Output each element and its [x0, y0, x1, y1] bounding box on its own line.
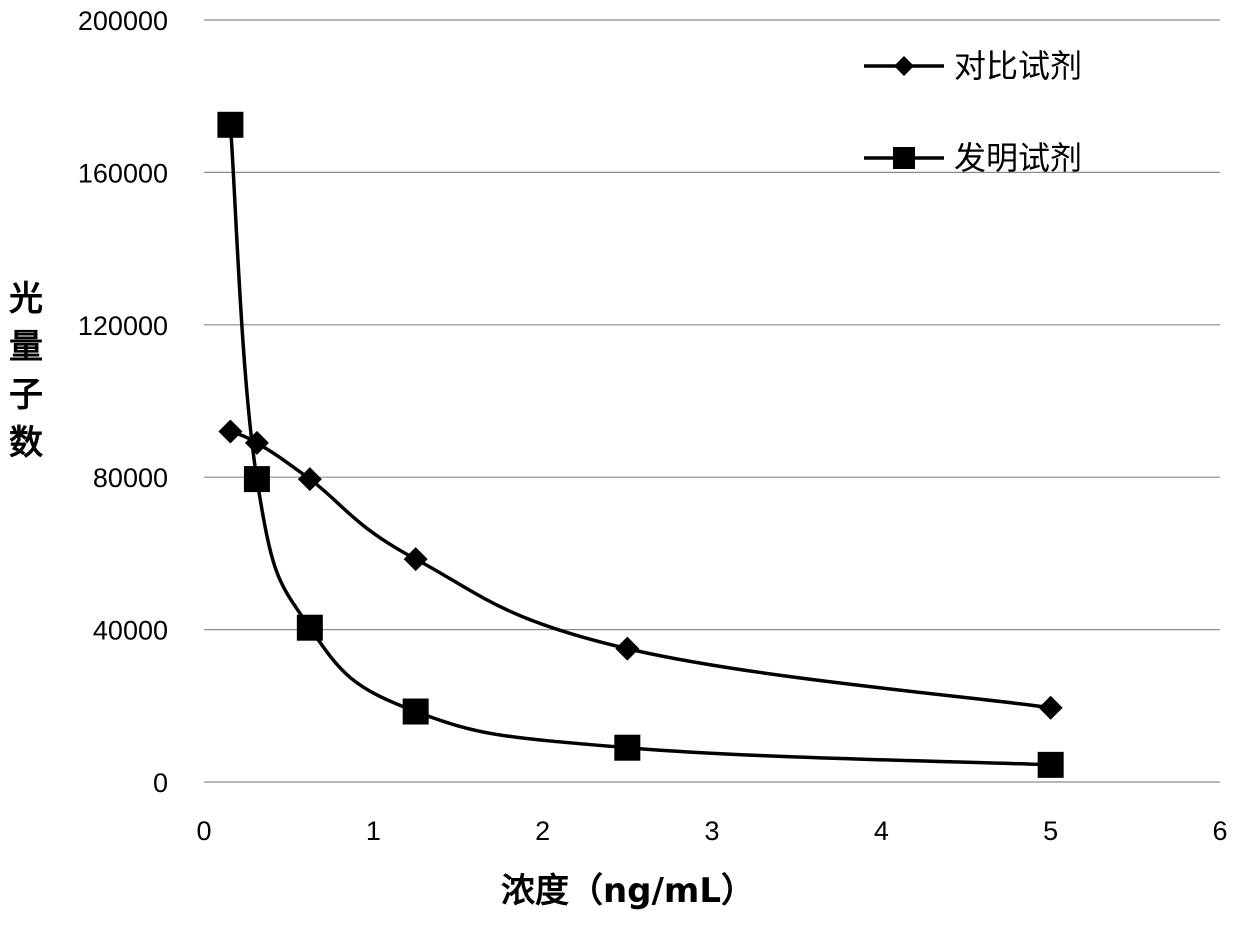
data-point-diamond: [894, 56, 914, 76]
data-point-square: [217, 112, 243, 138]
data-point-diamond: [404, 547, 428, 571]
y-tick-label: 200000: [78, 6, 168, 36]
x-axis-ticks: 0 1 2 3 4 5 6: [196, 816, 1227, 846]
x-tick-label: 6: [1212, 816, 1227, 846]
y-tick-label: 160000: [78, 158, 168, 188]
x-tick-label: 3: [704, 816, 719, 846]
series-2: [217, 112, 1063, 778]
data-point-square: [297, 615, 323, 641]
legend-item: 发明试剂: [864, 139, 1082, 177]
legend-label: 发明试剂: [954, 139, 1082, 177]
x-tick-label: 0: [196, 816, 211, 846]
data-point-square: [244, 466, 270, 492]
data-point-square: [403, 699, 429, 725]
data-point-square: [893, 147, 915, 169]
data-point-diamond: [245, 431, 269, 455]
x-axis-title: 浓度（ng/mL）: [501, 871, 755, 911]
x-tick-label: 2: [535, 816, 550, 846]
x-tick-label: 4: [874, 816, 889, 846]
data-point-square: [1038, 752, 1064, 778]
y-tick-label: 80000: [93, 463, 168, 493]
legend-item: 对比试剂: [864, 47, 1082, 85]
data-point-diamond: [1039, 696, 1063, 720]
legend-label: 对比试剂: [954, 47, 1082, 85]
data-point-diamond: [218, 419, 242, 443]
legend: 对比试剂发明试剂: [864, 47, 1082, 177]
x-tick-label: 1: [366, 816, 381, 846]
series-line: [230, 431, 1050, 707]
series-layer: [217, 112, 1063, 778]
data-point-diamond: [615, 637, 639, 661]
series-line: [230, 125, 1050, 765]
gridlines: [204, 20, 1220, 782]
y-tick-label: 0: [153, 768, 168, 798]
data-point-square: [614, 735, 640, 761]
y-axis-title: 光量子数: [9, 279, 43, 463]
y-axis-ticks: 0 40000 80000 120000 160000 200000: [78, 6, 168, 798]
y-tick-label: 120000: [78, 311, 168, 341]
y-tick-label: 40000: [93, 616, 168, 646]
x-tick-label: 5: [1043, 816, 1058, 846]
